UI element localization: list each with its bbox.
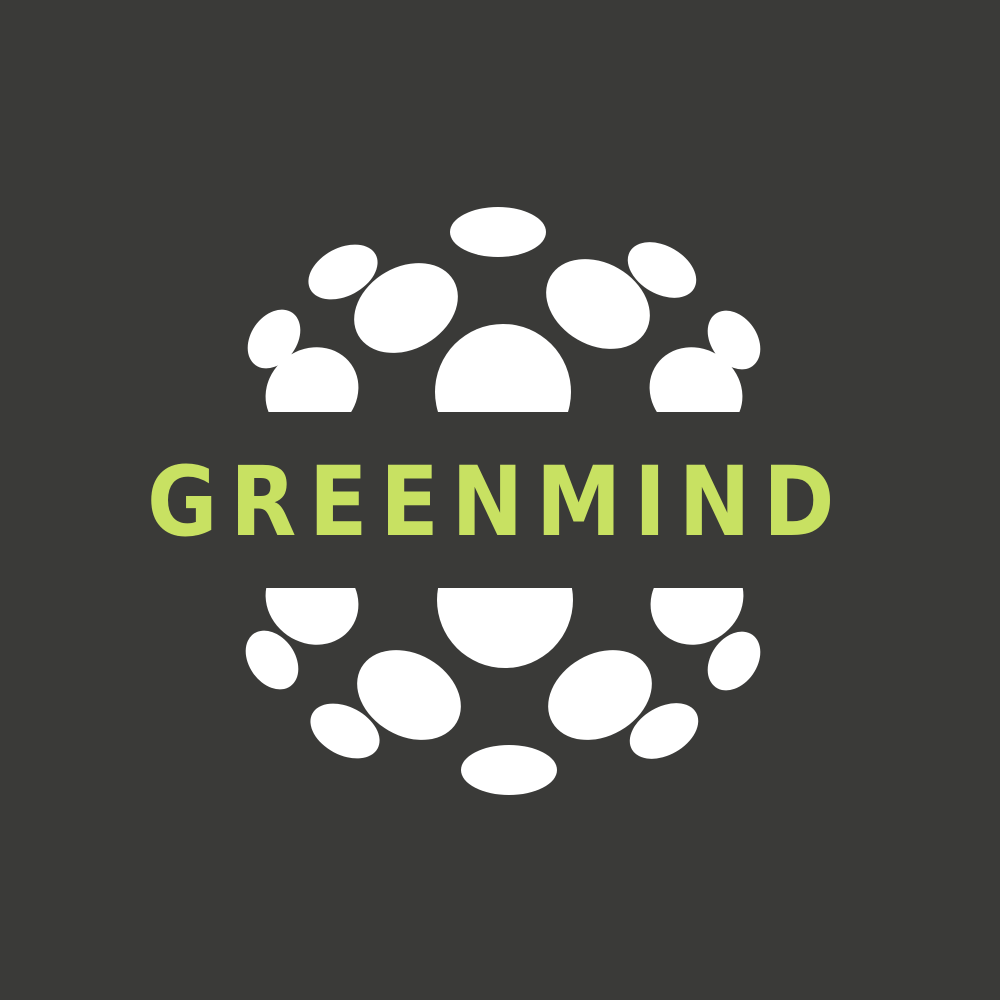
globe-dot [707, 310, 761, 370]
globe-dot [548, 650, 652, 740]
globe-dot [437, 588, 573, 668]
globe-dot [265, 588, 359, 645]
globe-dot [649, 347, 743, 412]
globe-dot [629, 703, 699, 759]
globe-dot [650, 588, 744, 645]
globe-dot [247, 309, 301, 369]
globe-bottom-half [245, 588, 761, 795]
globe-dot [357, 650, 461, 740]
globe-dot [627, 242, 697, 298]
globe-top-half [247, 207, 761, 412]
globe-dot [245, 630, 299, 690]
globe-dot [450, 207, 546, 257]
globe-dot [707, 631, 761, 691]
dotted-globe-icon [245, 207, 761, 795]
globe-dot [354, 263, 458, 353]
globe-dot [461, 745, 557, 795]
globe-dot [546, 259, 650, 349]
brand-wordmark: GREENMIND [147, 446, 847, 558]
globe-dot [310, 703, 380, 759]
globe-dot [308, 244, 378, 300]
globe-dot [435, 324, 571, 412]
globe-dot [265, 347, 359, 412]
